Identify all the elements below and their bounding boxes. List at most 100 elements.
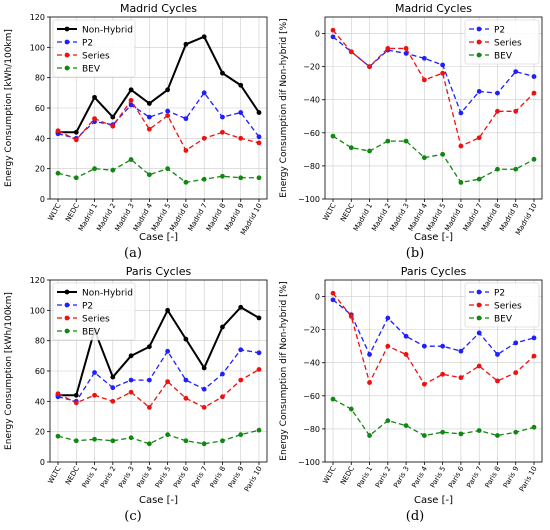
data-point-non-hybrid [110,374,116,380]
y-tick-label: 40 [35,134,45,143]
legend-marker-non-hybrid [64,289,70,295]
data-point-bev [220,173,225,179]
legend-label-p2: P2 [82,39,93,49]
data-point-series [330,27,336,33]
y-tick-label: 40 [35,397,45,406]
legend-label-series: Series [494,302,522,312]
data-point-p2 [183,116,189,122]
y-axis-label: Energy Consumption dif Non-hybrid [%] [279,18,289,197]
data-point-p2 [403,51,409,56]
data-point-series [330,290,336,296]
data-point-p2 [256,350,262,356]
data-point-p2 [367,352,372,357]
legend-marker-bev [476,52,482,58]
legend-label-series: Series [82,52,110,62]
data-point-bev [183,438,189,444]
chart-title: Madrid Cycles [395,2,472,15]
data-point-non-hybrid [183,41,189,47]
data-point-bev [330,133,336,139]
data-point-bev [110,167,116,173]
series-line-bev [332,398,535,437]
data-point-series [55,128,61,134]
x-tick-label: Paris 9 [227,465,246,489]
data-point-non-hybrid [238,82,244,88]
x-tick-label: Paris 5 [154,465,173,489]
data-point-non-hybrid [110,114,116,120]
y-tick-label: −20 [303,326,320,335]
x-tick-label: Paris 9 [502,465,521,489]
y-tick-label: −100 [298,195,320,204]
chart-title: Paris Cycles [401,265,467,278]
x-tick-label: Paris 7 [465,465,484,489]
x-tick-label: Paris 2 [374,465,393,489]
data-point-series [73,400,79,406]
data-point-p2 [110,385,116,391]
data-point-p2 [440,62,446,68]
data-point-bev [513,429,519,435]
x-tick-label: Paris 6 [172,465,191,490]
data-point-series [165,379,171,385]
y-tick-label: 100 [30,43,45,52]
data-point-non-hybrid [238,304,244,310]
data-point-bev [348,145,354,151]
x-tick-label: NEDC [339,202,356,223]
chart-panel-madrid-consumption: Madrid Cycles 0 20 40 60 80 100 120 WLTC NEDC Madr… [0,0,275,263]
legend-label-bev: BEV [494,315,513,325]
legend-label-non-hybrid: Non-Hybrid [82,26,133,36]
data-point-series [495,108,500,114]
series-line-p2 [57,349,260,402]
y-tick-label: −80 [303,162,320,171]
data-point-p2 [238,110,244,115]
data-point-bev [55,170,61,176]
data-point-bev [73,175,79,181]
data-point-series [385,343,391,349]
data-point-series [220,394,225,400]
caption-c: (c) [124,509,142,524]
x-tick-label: Paris 3 [117,465,136,489]
data-point-bev [403,138,409,144]
data-point-p2 [458,110,464,116]
legend-marker-p2 [64,302,70,308]
x-tick-label: Paris 4 [135,465,154,490]
x-tick-label: Paris 8 [209,465,228,489]
data-point-bev [55,433,61,439]
series-line-non-hybrid [58,306,260,397]
data-point-series [531,90,537,96]
data-point-non-hybrid [128,87,134,93]
y-tick-label: −40 [303,96,320,105]
data-point-bev [403,423,409,428]
x-tick-label: WLTC [321,202,337,222]
y-tick-label: 100 [30,306,45,315]
x-tick-label: NEDC [339,465,356,486]
data-point-series [146,126,152,132]
x-axis-label: Case [-] [414,495,453,506]
chart-panel-madrid-difference: Madrid Cycles −100 −80 −60 −40 −20 0 WLTC NEDC Ma… [275,0,550,263]
x-tick-label: NEDC [64,202,81,223]
data-point-p2 [421,343,427,349]
data-point-series [110,123,116,129]
data-point-series [201,135,207,141]
x-tick-label: Paris 10 [243,465,264,493]
data-point-bev [513,166,519,172]
data-point-bev [367,433,372,438]
chart-panel-paris-consumption: Paris Cycles 0 20 40 60 80 100 120 WLTC NEDC Paris… [0,263,275,526]
data-point-series [201,405,207,410]
legend-marker-non-hybrid [64,26,70,32]
data-point-bev [165,432,171,438]
data-point-p2 [330,34,336,40]
data-point-non-hybrid [201,34,207,40]
data-point-bev [201,441,207,447]
y-tick-label: 0 [40,458,45,467]
data-point-bev [220,438,225,444]
y-tick-label: 20 [35,165,45,174]
data-point-series [183,148,189,153]
data-point-bev [330,396,336,402]
y-tick-label: 0 [40,195,45,204]
legend-box [52,282,136,341]
data-point-bev [238,175,244,181]
data-point-non-hybrid [165,307,171,313]
data-point-p2 [513,340,519,346]
legend-marker-p2 [476,26,482,32]
